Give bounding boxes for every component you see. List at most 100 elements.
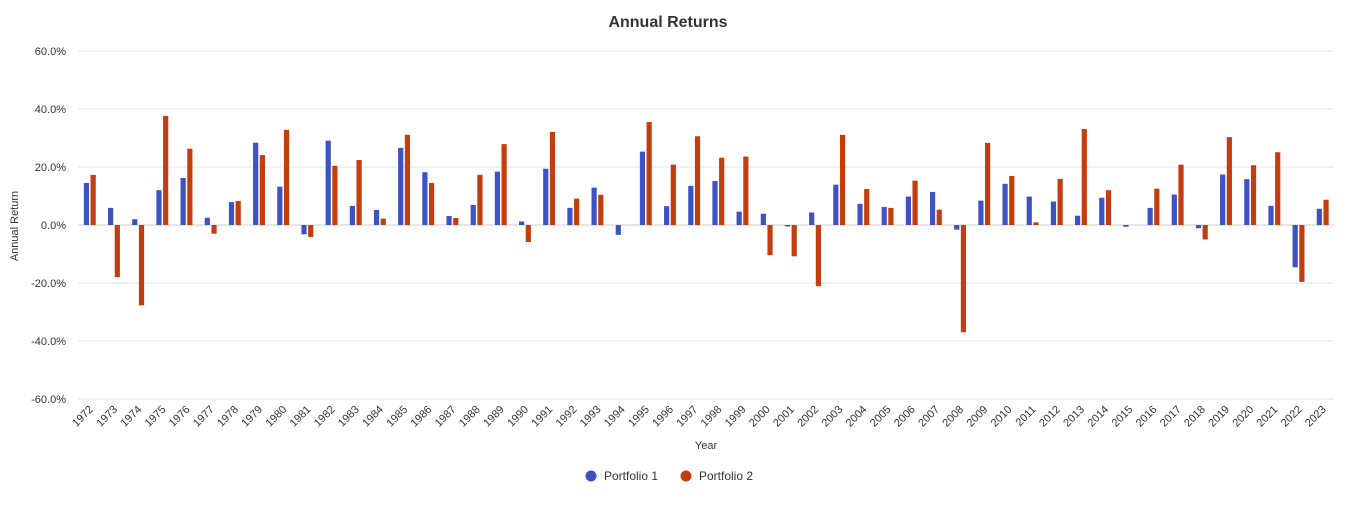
- bar-portfolio-2-2006[interactable]: [912, 180, 918, 225]
- bar-portfolio-2-2022[interactable]: [1299, 225, 1305, 282]
- bar-portfolio-2-1977[interactable]: [211, 225, 217, 234]
- bar-portfolio-1-2019[interactable]: [1220, 174, 1226, 225]
- bar-portfolio-2-1986[interactable]: [428, 182, 435, 225]
- bar-portfolio-1-2020[interactable]: [1244, 179, 1250, 225]
- bar-portfolio-2-1981[interactable]: [308, 225, 314, 237]
- bar-portfolio-1-2004[interactable]: [857, 203, 863, 225]
- bar-portfolio-2-2008[interactable]: [960, 225, 967, 333]
- bar-portfolio-1-2000[interactable]: [760, 213, 766, 225]
- bar-portfolio-1-2016[interactable]: [1147, 207, 1153, 225]
- bar-portfolio-2-1985[interactable]: [404, 134, 411, 225]
- bar-portfolio-2-1984[interactable]: [380, 218, 386, 225]
- bar-portfolio-2-1995[interactable]: [646, 122, 652, 225]
- bar-portfolio-2-1988[interactable]: [477, 174, 483, 225]
- bar-portfolio-2-2020[interactable]: [1250, 165, 1257, 225]
- bar-portfolio-1-2001[interactable]: [784, 225, 791, 227]
- bar-portfolio-1-1978[interactable]: [228, 202, 235, 225]
- bar-portfolio-2-2000[interactable]: [767, 225, 773, 256]
- bar-portfolio-1-2022[interactable]: [1292, 225, 1298, 268]
- bar-portfolio-2-1973[interactable]: [114, 225, 120, 278]
- bar-portfolio-2-1976[interactable]: [187, 148, 193, 225]
- bar-portfolio-2-1998[interactable]: [719, 157, 725, 225]
- bar-portfolio-1-2014[interactable]: [1099, 197, 1105, 225]
- bar-portfolio-1-2023[interactable]: [1316, 208, 1322, 225]
- bar-portfolio-2-2016[interactable]: [1154, 188, 1160, 225]
- bar-portfolio-1-1989[interactable]: [494, 171, 501, 225]
- bar-portfolio-1-1985[interactable]: [398, 147, 404, 225]
- bar-portfolio-1-2003[interactable]: [833, 184, 839, 225]
- bar-portfolio-2-1979[interactable]: [259, 155, 265, 225]
- bar-portfolio-1-1996[interactable]: [664, 206, 670, 225]
- bar-portfolio-2-2018[interactable]: [1202, 225, 1208, 240]
- bar-portfolio-2-1991[interactable]: [549, 131, 556, 225]
- bar-portfolio-2-2014[interactable]: [1105, 190, 1112, 225]
- bar-portfolio-1-2002[interactable]: [809, 212, 815, 225]
- bar-portfolio-2-2017[interactable]: [1178, 164, 1184, 225]
- bar-portfolio-2-1974[interactable]: [138, 225, 145, 306]
- bar-portfolio-2-1999[interactable]: [743, 156, 749, 225]
- bar-portfolio-1-1982[interactable]: [325, 140, 331, 225]
- legend-item[interactable]: Portfolio 1: [585, 469, 659, 483]
- bar-portfolio-2-1972[interactable]: [90, 174, 96, 225]
- bar-portfolio-2-2023[interactable]: [1323, 199, 1329, 225]
- bar-portfolio-1-1986[interactable]: [422, 172, 428, 225]
- legend-item[interactable]: Portfolio 2: [680, 469, 754, 483]
- bar-portfolio-2-2007[interactable]: [936, 209, 942, 225]
- bar-portfolio-1-1974[interactable]: [132, 219, 138, 225]
- bar-portfolio-1-1992[interactable]: [567, 207, 573, 225]
- bar-portfolio-1-2006[interactable]: [905, 196, 911, 225]
- bar-portfolio-2-2005[interactable]: [888, 207, 894, 225]
- bar-portfolio-2-2012[interactable]: [1057, 178, 1063, 225]
- bar-portfolio-1-1980[interactable]: [277, 186, 283, 225]
- bar-portfolio-2-2001[interactable]: [791, 225, 797, 257]
- bar-portfolio-1-1995[interactable]: [639, 151, 646, 225]
- bar-portfolio-1-2018[interactable]: [1195, 225, 1202, 229]
- bar-portfolio-2-1990[interactable]: [525, 225, 531, 243]
- bar-portfolio-1-2010[interactable]: [1002, 183, 1008, 225]
- bar-portfolio-2-1983[interactable]: [356, 160, 362, 225]
- bar-portfolio-2-2019[interactable]: [1226, 137, 1232, 225]
- bar-portfolio-1-2021[interactable]: [1268, 205, 1274, 225]
- bar-portfolio-1-2008[interactable]: [954, 225, 960, 230]
- bar-portfolio-2-2011[interactable]: [1033, 222, 1039, 225]
- bar-portfolio-1-1990[interactable]: [518, 221, 525, 225]
- bar-portfolio-1-1977[interactable]: [204, 217, 210, 225]
- bar-portfolio-1-1999[interactable]: [736, 211, 742, 225]
- bar-portfolio-1-2015[interactable]: [1123, 225, 1129, 227]
- bar-portfolio-2-1978[interactable]: [235, 200, 241, 225]
- bar-portfolio-1-2007[interactable]: [929, 191, 936, 225]
- bar-portfolio-2-1993[interactable]: [598, 194, 604, 225]
- bar-portfolio-2-1997[interactable]: [694, 136, 701, 225]
- bar-portfolio-1-1972[interactable]: [83, 182, 90, 225]
- bar-portfolio-2-2004[interactable]: [864, 189, 870, 225]
- bar-portfolio-1-2011[interactable]: [1026, 196, 1032, 225]
- bar-portfolio-2-2003[interactable]: [839, 134, 846, 225]
- bar-portfolio-2-1982[interactable]: [332, 165, 338, 225]
- bar-portfolio-1-2017[interactable]: [1171, 194, 1177, 225]
- bar-portfolio-1-1983[interactable]: [349, 205, 355, 225]
- bar-portfolio-1-1993[interactable]: [591, 187, 597, 225]
- bar-portfolio-1-2013[interactable]: [1075, 215, 1081, 225]
- bar-portfolio-1-1975[interactable]: [156, 190, 162, 225]
- bar-portfolio-1-1994[interactable]: [615, 225, 621, 235]
- bar-portfolio-1-2005[interactable]: [881, 207, 887, 225]
- bar-portfolio-1-1997[interactable]: [688, 185, 694, 225]
- bar-portfolio-2-2009[interactable]: [985, 142, 991, 225]
- bar-portfolio-2-2002[interactable]: [815, 225, 821, 287]
- bar-portfolio-2-2013[interactable]: [1081, 129, 1087, 225]
- bar-portfolio-2-1980[interactable]: [283, 129, 290, 225]
- bar-portfolio-1-1973[interactable]: [108, 207, 114, 225]
- bar-portfolio-1-1991[interactable]: [543, 168, 549, 225]
- bar-portfolio-1-1988[interactable]: [470, 204, 476, 225]
- bar-portfolio-2-2021[interactable]: [1275, 152, 1281, 225]
- bar-portfolio-1-2012[interactable]: [1050, 201, 1057, 225]
- bar-portfolio-1-1998[interactable]: [712, 180, 718, 225]
- bar-portfolio-1-2009[interactable]: [978, 200, 984, 225]
- bar-portfolio-2-1987[interactable]: [453, 218, 459, 225]
- bar-portfolio-1-1984[interactable]: [373, 209, 380, 225]
- bar-portfolio-2-1996[interactable]: [670, 164, 676, 225]
- bar-portfolio-1-1976[interactable]: [180, 178, 186, 225]
- bar-portfolio-2-2010[interactable]: [1009, 175, 1015, 225]
- bar-portfolio-1-1979[interactable]: [253, 142, 259, 225]
- bar-portfolio-2-1975[interactable]: [163, 115, 169, 225]
